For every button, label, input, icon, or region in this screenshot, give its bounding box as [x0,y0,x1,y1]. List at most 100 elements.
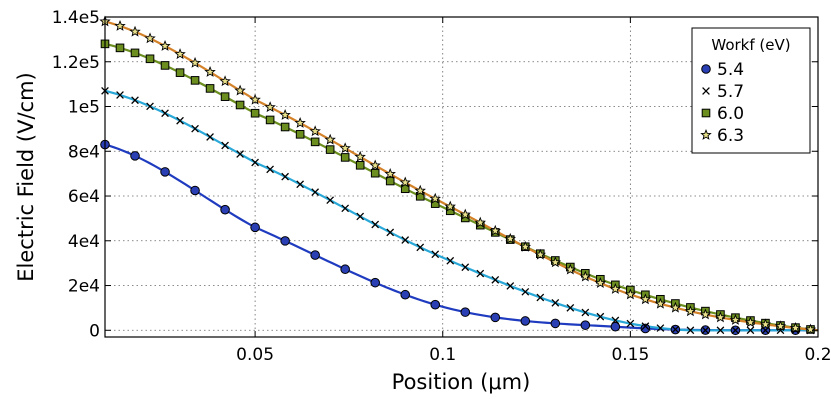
legend-marker-5.4 [701,64,711,74]
data-point [684,305,697,317]
data-point [384,168,396,179]
data-point [459,208,471,220]
data-point [160,61,170,70]
data-point [431,250,440,259]
legend-marker-6.0 [701,108,711,118]
data-point [265,115,275,125]
data-point [564,263,577,275]
data-point [489,224,502,236]
x-axis-label: Position (μm) [392,370,531,394]
data-point [519,240,532,252]
data-point [746,326,755,335]
data-point [310,250,320,260]
data-point [159,39,171,51]
y-tick-label: 6e4 [68,187,100,207]
data-point [220,92,230,101]
data-point [549,256,562,268]
data-point [266,165,274,174]
data-point [206,133,214,141]
data-point [144,32,156,44]
data-point [609,283,622,294]
data-point [191,124,199,133]
data-point [234,84,246,96]
legend-label-6.0: 6.0 [717,104,744,124]
data-point [729,314,742,325]
data-point [534,248,547,260]
data-point [370,168,380,178]
data-point [385,176,395,186]
data-point [251,158,259,167]
data-point [174,48,186,60]
data-point [594,277,607,288]
data-point [341,204,350,213]
data-point [281,172,289,181]
legend-label-5.7: 5.7 [717,82,744,102]
data-point [146,102,154,111]
data-point [220,204,230,215]
data-point [581,308,590,317]
data-point [444,200,456,212]
data-point [701,326,710,335]
legend-box [691,27,811,154]
data-point [610,321,621,332]
legend-label-5.4: 5.4 [717,60,744,80]
series-line-5.4 [104,143,819,332]
legend-label-6.3: 6.3 [717,126,744,146]
data-point [579,270,592,282]
y-tick-label: 0 [89,321,100,341]
data-point [190,76,200,85]
x-tick-label: 0.2 [804,345,831,365]
data-point [326,196,335,205]
data-point [520,316,531,326]
data-point [521,287,530,296]
data-point [311,188,320,197]
data-point [461,263,470,272]
data-point [686,326,695,335]
data-point [189,56,201,68]
data-point [669,301,682,313]
data-point [430,299,441,310]
data-point [774,320,787,332]
data-point [536,293,545,302]
data-point [476,269,485,278]
data-point [369,159,381,171]
data-point [624,288,637,300]
data-point [130,48,140,58]
data-point [506,282,515,290]
data-point [580,320,591,330]
data-point [804,323,817,335]
data-point [236,150,244,158]
y-tick-label: 1e5 [68,98,100,118]
data-point [714,311,727,323]
data-point [641,322,650,330]
data-point [279,108,291,120]
data-point [731,326,740,335]
data-point [414,184,426,196]
data-point [654,297,667,309]
x-axis-ticks: 0.05 0.1 0.15 0.2 [236,17,831,365]
data-point [205,84,215,93]
data-point [640,323,651,334]
data-point [656,324,665,332]
data-point [789,321,802,333]
x-tick-label: 0.15 [611,345,649,365]
data-point [324,133,336,145]
data-point [296,180,304,189]
data-point [386,228,395,237]
data-point [161,109,169,118]
plot-frame [104,16,819,338]
data-point [354,150,366,162]
data-point [550,318,561,329]
legend: Workf (eV) 5.45.76.06.3 [691,27,811,154]
y-tick-label: 1.2e5 [52,53,100,73]
data-point [130,151,140,161]
data-point [699,308,712,320]
data-point [264,101,276,113]
legend-marker-6.3 [700,128,712,140]
data-point [221,141,229,150]
series-markers-5.4 [100,139,801,336]
data-point [310,137,320,147]
data-point [280,122,290,132]
data-point [340,264,350,275]
data-point [250,222,260,233]
